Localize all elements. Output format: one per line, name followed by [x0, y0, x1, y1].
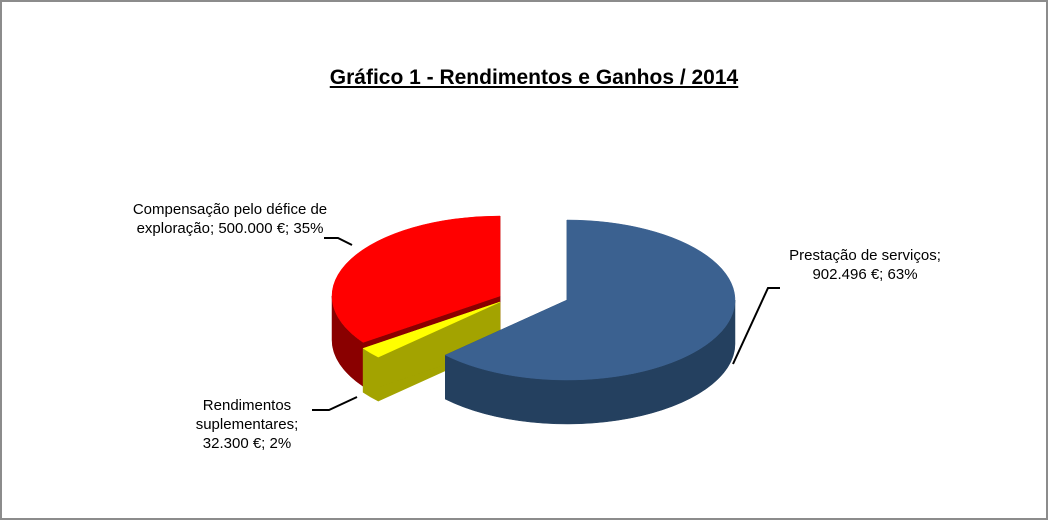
slice-side [362, 347, 379, 402]
value-label: 32.300 € [202, 435, 262, 452]
percentage-label: 63% [887, 266, 918, 283]
separator: ; [879, 266, 888, 283]
separator: ; [936, 247, 941, 264]
separator: ; [285, 220, 294, 237]
leader-line [312, 396, 358, 411]
category-label: Rendimentos suplementares [195, 397, 295, 433]
slice [362, 301, 501, 358]
value-label: 500.000 € [218, 220, 286, 237]
data-label: Compensação pelo défice de exploração; 5… [130, 200, 330, 238]
value-label: 902.496 € [812, 266, 880, 283]
leader-line [732, 287, 780, 365]
slice [331, 215, 501, 343]
percentage-label: 35% [293, 220, 324, 237]
chart-title: Gráfico 1 - Rendimentos e Ganhos / 2014 [329, 66, 739, 89]
separator: ; [209, 220, 219, 237]
separator: ; [294, 416, 299, 433]
category-label: Compensação pelo défice de exploração [132, 201, 328, 237]
slice [444, 219, 736, 381]
leader-line [324, 237, 353, 246]
percentage-label: 2% [269, 435, 292, 452]
category-label: Prestação de serviços [789, 247, 937, 264]
data-label: Rendimentos suplementares; 32.300 €; 2% [172, 396, 322, 453]
separator: ; [261, 435, 270, 452]
data-label: Prestação de serviços; 902.496 €; 63% [780, 246, 950, 284]
